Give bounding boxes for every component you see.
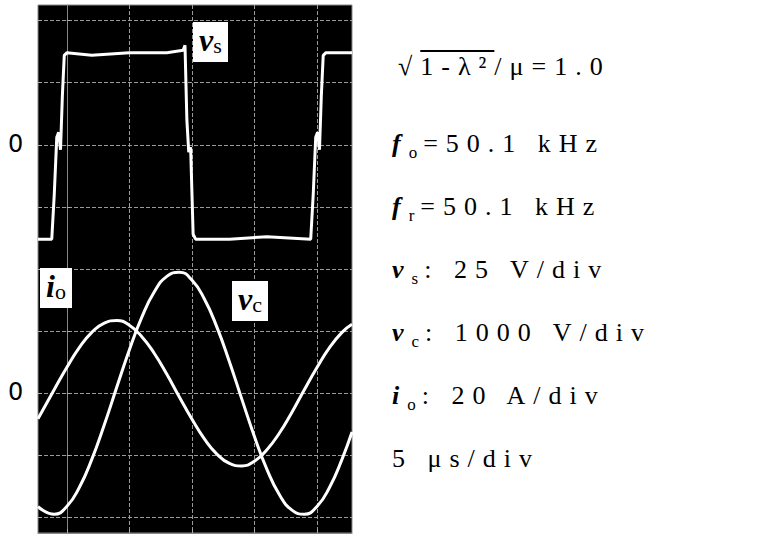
- html-text:fo=50.1 kHz: fo=50.1 kHz: [392, 129, 606, 163]
- svg-text:0: 0: [8, 378, 23, 406]
- html-text:io: 20 A/div: io: 20 A/div: [392, 381, 606, 415]
- svg-text:0: 0: [8, 130, 23, 158]
- html-text:5 μs/div: 5 μs/div: [392, 444, 540, 473]
- html-text:io: io: [46, 268, 66, 304]
- html-text:√ 1-λ² /μ=1.0: √ 1-λ² /μ=1.0: [398, 52, 611, 81]
- html-text:vc: 1000 V/div: vc: 1000 V/div: [392, 318, 653, 352]
- html-text:fr=50.1 kHz: fr=50.1 kHz: [392, 192, 603, 226]
- html-text:vs: 25 V/div: vs: 25 V/div: [392, 255, 610, 289]
- html-text:vc: vc: [238, 281, 262, 317]
- html-text:vs: vs: [199, 22, 222, 58]
